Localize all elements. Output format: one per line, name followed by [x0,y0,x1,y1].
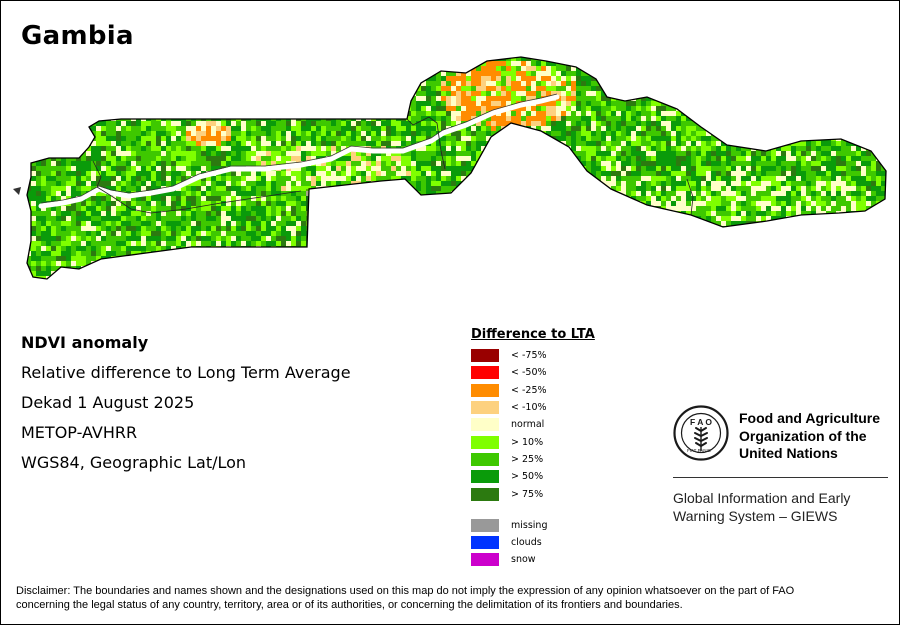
legend-item: normal [471,416,641,433]
disclaimer-line: concerning the legal status of any count… [16,599,683,611]
disclaimer: Disclaimer: The boundaries and names sho… [16,584,886,612]
legend-item: < -10% [471,399,641,416]
metadata-line: Relative difference to Long Term Average [21,363,351,382]
legend-title: Difference to LTA [471,327,595,342]
map-metadata: NDVI anomaly Relative difference to Long… [21,332,441,482]
legend-swatch [471,553,499,567]
legend-item: > 50% [471,468,641,485]
fao-name-line: United Nations [739,445,838,461]
legend-extra: missing clouds snow [471,517,641,569]
legend-item: < -25% [471,382,641,399]
legend-item: < -75% [471,347,641,364]
legend-item: > 25% [471,451,641,468]
metadata-line: METOP-AVHRR [21,423,138,442]
metadata-heading: NDVI anomaly [21,333,149,352]
divider [673,477,888,478]
internal-boundaries [92,116,694,247]
legend-item: > 75% [471,485,641,502]
legend-item: clouds [471,534,641,551]
legend-label: < -10% [511,402,547,414]
gambia-river-bank [40,93,558,204]
giews-line: Global Information and Early [673,490,851,506]
disclaimer-line: Disclaimer: The boundaries and names sho… [16,585,795,597]
fao-name-line: Food and Agriculture [739,410,881,426]
fao-name-line: Organization of the [739,427,867,444]
legend-label: > 25% [511,453,544,465]
legend-swatch [471,518,499,532]
legend-label: snow [511,554,536,566]
legend-item: < -50% [471,364,641,381]
legend-swatch [471,487,499,501]
map-title: Gambia [21,21,134,51]
fao-name: Food and Agriculture Organization of the… [739,410,889,463]
gambia-river [38,94,560,209]
legend-label: < -75% [511,350,547,362]
legend-item: missing [471,517,641,534]
ndvi-raster [27,57,886,279]
legend-swatch [471,435,499,449]
legend-swatch [471,366,499,380]
legend-swatch [471,536,499,550]
legend: Difference to LTA < -75% < -50% < -25% < -1… [471,327,641,569]
legend-swatch [471,452,499,466]
giews-line: Warning System – GIEWS [673,508,838,524]
legend-classes: < -75% < -50% < -25% < -10% normal > 10% > 25%… [471,347,641,503]
metadata-line: WGS84, Geographic Lat/Lon [21,453,247,472]
legend-label: missing [511,519,548,531]
fao-logo: F A O FIAT PANIS [673,405,729,461]
legend-swatch [471,383,499,397]
legend-label: < -50% [511,367,547,379]
metadata-line: Dekad 1 August 2025 [21,393,195,412]
legend-label: < -25% [511,384,547,396]
legend-item: snow [471,551,641,568]
legend-label: > 10% [511,436,544,448]
legend-swatch [471,470,499,484]
legend-item: > 10% [471,433,641,450]
fao-logo-motto: FIAT PANIS [687,448,711,453]
legend-label: > 75% [511,488,544,500]
legend-label: > 50% [511,471,544,483]
coastal-islet [13,187,21,195]
legend-swatch [471,401,499,415]
giews-label: Global Information and Early Warning Sys… [673,489,888,525]
legend-swatch [471,418,499,432]
legend-label: clouds [511,537,542,549]
legend-label: normal [511,419,545,431]
legend-swatch [471,349,499,363]
